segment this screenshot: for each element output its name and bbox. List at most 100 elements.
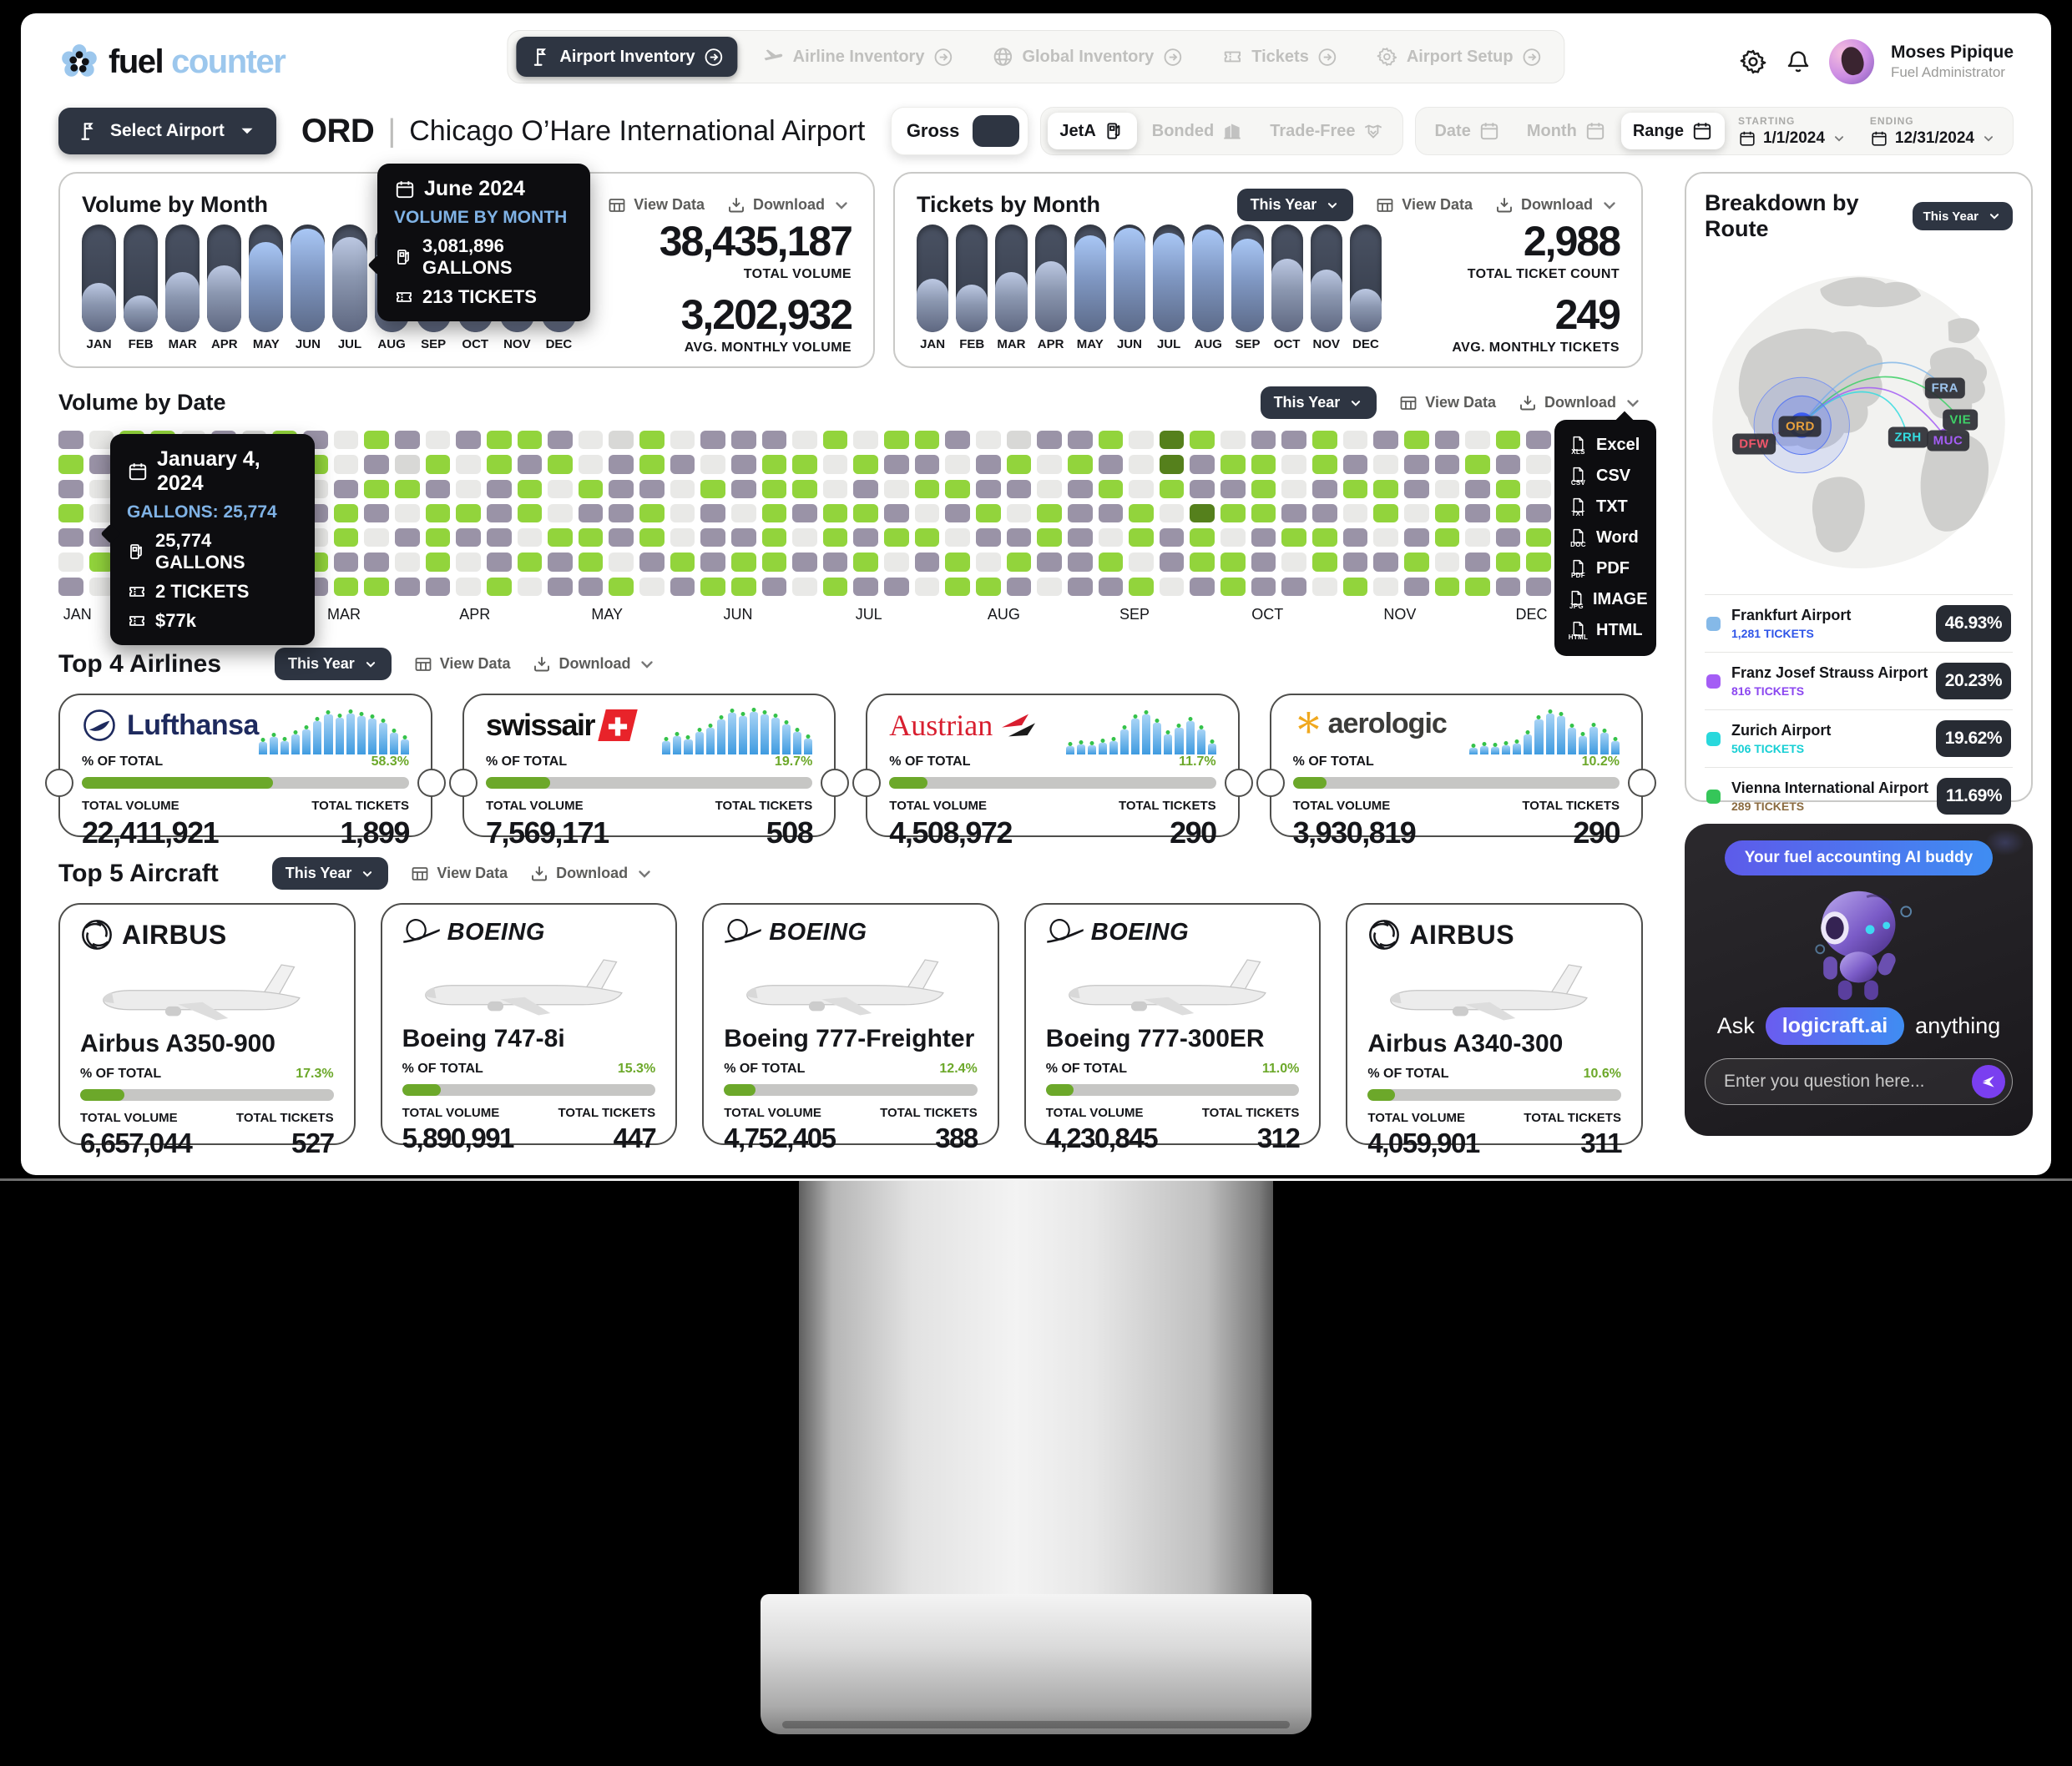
- heatmap-cell[interactable]: [486, 577, 512, 596]
- heatmap-cell[interactable]: [88, 503, 114, 523]
- heatmap-cell[interactable]: [1342, 503, 1368, 523]
- month-bar-mar[interactable]: MAR: [165, 225, 200, 351]
- heatmap-cell[interactable]: [364, 553, 389, 572]
- heatmap-cell[interactable]: [700, 479, 725, 498]
- heatmap-cell[interactable]: [1342, 455, 1368, 474]
- month-bar-mar[interactable]: MAR: [995, 225, 1028, 351]
- heatmap-cell[interactable]: [1067, 553, 1093, 572]
- this-year-dropdown[interactable]: This Year: [1260, 386, 1377, 419]
- heatmap-cell[interactable]: [1251, 577, 1276, 596]
- heatmap-cell[interactable]: [578, 553, 604, 572]
- heatmap-cell[interactable]: [1312, 455, 1337, 474]
- heatmap-cell[interactable]: [976, 503, 1001, 523]
- heatmap-cell[interactable]: [88, 479, 114, 498]
- heatmap-cell[interactable]: [609, 431, 634, 450]
- heatmap-cell[interactable]: [792, 479, 817, 498]
- view-data-button[interactable]: View Data: [410, 864, 508, 884]
- heatmap-cell[interactable]: [792, 528, 817, 547]
- heatmap-cell[interactable]: [1281, 455, 1307, 474]
- heatmap-cell[interactable]: [1465, 577, 1490, 596]
- heatmap-cell[interactable]: [1465, 503, 1490, 523]
- heatmap-cell[interactable]: [822, 455, 848, 474]
- fuel-type-bonded[interactable]: Bonded: [1140, 113, 1255, 149]
- heatmap-cell[interactable]: [1373, 528, 1398, 547]
- heatmap-cell[interactable]: [1312, 577, 1337, 596]
- heatmap-cell[interactable]: [425, 553, 451, 572]
- month-bar-jan[interactable]: JAN: [917, 225, 949, 351]
- heatmap-cell[interactable]: [976, 431, 1001, 450]
- heatmap-cell[interactable]: [1129, 479, 1154, 498]
- heatmap-cell[interactable]: [1342, 528, 1368, 547]
- heatmap-cell[interactable]: [945, 455, 971, 474]
- heatmap-cell[interactable]: [1037, 528, 1062, 547]
- heatmap-cell[interactable]: [333, 431, 359, 450]
- heatmap-cell[interactable]: [1403, 503, 1429, 523]
- heatmap-cell[interactable]: [1373, 431, 1398, 450]
- heatmap-cell[interactable]: [517, 479, 543, 498]
- heatmap-cell[interactable]: [1342, 577, 1368, 596]
- this-year-dropdown[interactable]: This Year: [275, 648, 392, 680]
- heatmap-cell[interactable]: [639, 479, 665, 498]
- heatmap-cell[interactable]: [1220, 431, 1246, 450]
- view-data-button[interactable]: View Data: [1398, 393, 1496, 413]
- heatmap-cell[interactable]: [425, 455, 451, 474]
- heatmap-cell[interactable]: [700, 431, 725, 450]
- heatmap-cell[interactable]: [761, 553, 787, 572]
- heatmap-cell[interactable]: [761, 431, 787, 450]
- heatmap-cell[interactable]: [1006, 431, 1032, 450]
- heatmap-cell[interactable]: [578, 528, 604, 547]
- download-button[interactable]: Download: [529, 864, 654, 884]
- heatmap-cell[interactable]: [364, 528, 389, 547]
- heatmap-cell[interactable]: [1251, 528, 1276, 547]
- month-bar-apr[interactable]: APR: [207, 225, 242, 351]
- heatmap-cell[interactable]: [1465, 528, 1490, 547]
- heatmap-cell[interactable]: [1067, 577, 1093, 596]
- heatmap-cell[interactable]: [333, 479, 359, 498]
- heatmap-cell[interactable]: [1159, 503, 1185, 523]
- heatmap-cell[interactable]: [425, 577, 451, 596]
- heatmap-cell[interactable]: [425, 528, 451, 547]
- heatmap-cell[interactable]: [1465, 431, 1490, 450]
- heatmap-cell[interactable]: [1373, 503, 1398, 523]
- month-bar-may[interactable]: MAY: [249, 225, 284, 351]
- heatmap-cell[interactable]: [670, 479, 695, 498]
- heatmap-cell[interactable]: [884, 577, 909, 596]
- month-bar-nov[interactable]: NOV: [1310, 225, 1342, 351]
- heatmap-cell[interactable]: [548, 431, 573, 450]
- heatmap-cell[interactable]: [456, 431, 481, 450]
- heatmap-cell[interactable]: [639, 455, 665, 474]
- month-bar-oct[interactable]: OCT: [1271, 225, 1303, 351]
- heatmap-cell[interactable]: [1037, 455, 1062, 474]
- heatmap-cell[interactable]: [1281, 431, 1307, 450]
- heatmap-cell[interactable]: [548, 503, 573, 523]
- heatmap-cell[interactable]: [700, 553, 725, 572]
- heatmap-cell[interactable]: [1037, 431, 1062, 450]
- heatmap-cell[interactable]: [1190, 431, 1215, 450]
- heatmap-cell[interactable]: [1434, 553, 1460, 572]
- settings-gear-icon[interactable]: [1739, 48, 1767, 76]
- period-mode-range[interactable]: Range: [1620, 113, 1725, 149]
- heatmap-cell[interactable]: [1251, 503, 1276, 523]
- period-mode-month[interactable]: Month: [1515, 113, 1618, 149]
- heatmap-cell[interactable]: [1526, 479, 1552, 498]
- month-bar-feb[interactable]: FEB: [956, 225, 988, 351]
- heatmap-cell[interactable]: [1098, 431, 1124, 450]
- heatmap-cell[interactable]: [884, 431, 909, 450]
- heatmap-cell[interactable]: [639, 503, 665, 523]
- heatmap-cell[interactable]: [639, 431, 665, 450]
- heatmap-cell[interactable]: [1526, 455, 1552, 474]
- starting-date-picker[interactable]: STARTING 1/1/2024: [1728, 114, 1857, 149]
- heatmap-cell[interactable]: [1067, 431, 1093, 450]
- heatmap-cell[interactable]: [1067, 528, 1093, 547]
- month-bar-feb[interactable]: FEB: [124, 225, 159, 351]
- month-bar-aug[interactable]: AUG: [1192, 225, 1225, 351]
- heatmap-cell[interactable]: [486, 553, 512, 572]
- heatmap-cell[interactable]: [394, 528, 420, 547]
- heatmap-cell[interactable]: [670, 431, 695, 450]
- heatmap-cell[interactable]: [1526, 553, 1552, 572]
- heatmap-cell[interactable]: [333, 553, 359, 572]
- heatmap-cell[interactable]: [1129, 553, 1154, 572]
- heatmap-cell[interactable]: [333, 577, 359, 596]
- heatmap-cell[interactable]: [456, 528, 481, 547]
- download-option-pdf[interactable]: PDF PDF: [1568, 553, 1643, 584]
